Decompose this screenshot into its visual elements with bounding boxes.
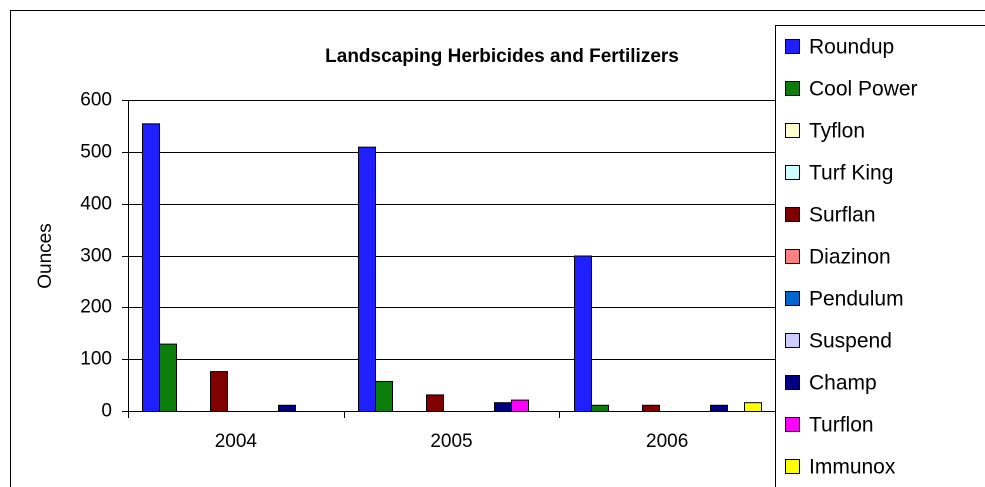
legend-label: Surflan xyxy=(809,204,876,227)
y-tick-label: 200 xyxy=(80,297,112,318)
legend-label: Diazinon xyxy=(809,246,891,269)
legend-label: Champ xyxy=(809,372,877,395)
bar xyxy=(375,380,393,413)
x-tick-label: 2006 xyxy=(646,431,688,452)
legend-label: Roundup xyxy=(809,36,894,59)
legend-swatch xyxy=(785,459,800,474)
legend-swatch xyxy=(785,123,800,138)
legend-label: Turflon xyxy=(809,414,874,437)
legend-box xyxy=(775,25,985,487)
bar xyxy=(159,343,177,412)
bar xyxy=(642,404,660,412)
chart-title: Landscaping Herbicides and Fertilizers xyxy=(325,46,679,67)
y-tick-label: 600 xyxy=(80,90,112,111)
legend-swatch xyxy=(785,81,800,96)
bar xyxy=(278,404,296,412)
legend-swatch xyxy=(785,39,800,54)
legend-swatch xyxy=(785,207,800,222)
y-tick-label: 100 xyxy=(80,349,112,370)
legend-swatch xyxy=(785,333,800,348)
legend-label: Immunox xyxy=(809,456,896,479)
bar xyxy=(591,404,609,412)
bar xyxy=(142,123,160,412)
y-tick-label: 0 xyxy=(101,401,112,422)
y-axis-label: Ounces xyxy=(35,223,56,288)
bar xyxy=(426,394,444,412)
legend-label: Turf King xyxy=(809,162,893,185)
legend-label: Pendulum xyxy=(809,288,904,311)
legend-swatch xyxy=(785,375,800,390)
legend-label: Suspend xyxy=(809,330,892,353)
bar xyxy=(710,404,728,412)
legend-swatch xyxy=(785,417,800,432)
legend-label: Tyflon xyxy=(809,120,865,143)
bar xyxy=(358,146,376,412)
legend-label: Cool Power xyxy=(809,78,918,101)
x-tick-label: 2004 xyxy=(215,431,258,452)
bar xyxy=(494,402,512,412)
y-tick-label: 500 xyxy=(80,142,112,163)
legend-swatch xyxy=(785,291,800,306)
x-tick-label: 2005 xyxy=(430,431,472,452)
bar xyxy=(574,255,592,412)
bar xyxy=(511,399,529,413)
y-tick-label: 400 xyxy=(80,194,112,215)
bar xyxy=(210,371,228,413)
bar xyxy=(744,402,762,412)
legend-swatch xyxy=(785,165,800,180)
y-tick-label: 300 xyxy=(80,246,112,267)
legend-swatch xyxy=(785,249,800,264)
